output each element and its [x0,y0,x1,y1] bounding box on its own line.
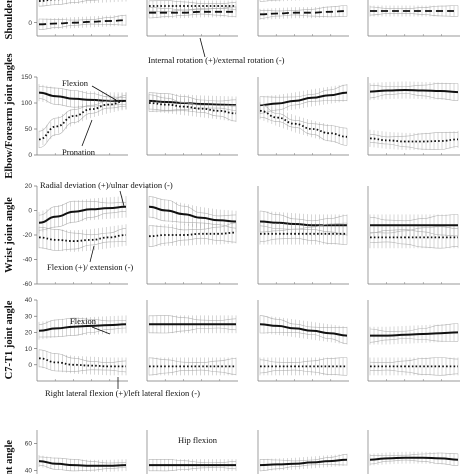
y-tick-label: 0 [28,152,32,159]
annotation-label: Flexion [62,78,89,88]
y-tick-label: 50 [25,126,33,133]
panel-shoulder-3 [257,0,349,37]
panel-wrist-3 [257,186,349,285]
row-ylabel: Elbow/Forearm joint angles [4,53,15,178]
y-tick-label: 0 [28,362,32,369]
panel-shoulder-1 [36,0,128,37]
series-solid [38,460,127,467]
annotation-label: Flexion (+)/ extension (-) [47,262,133,272]
row-wrist: Wrist joint angle -60 -40 -20 0 20 Radial devi… [4,180,460,288]
annotation-pointer [89,245,95,263]
y-tick-label: 40 [25,297,33,304]
y-tick-label: 20 [25,330,33,337]
y-tick-label: 40 [25,468,33,474]
rows-layer: Shoulder joi 0 Internal rotation (+)/exter… [4,0,460,474]
series-solid [369,456,459,461]
y-tick-label: 0 [28,208,32,215]
annotation-label: Radial deviation (+)/ulnar deviation (-) [40,180,173,190]
annotation-label: Hip flexion [178,435,218,445]
series-solid [369,88,459,94]
y-tick-label: 10 [25,346,33,353]
panel-wrist-2 [146,186,238,285]
panel-hip-1 [36,430,127,474]
series-solid [259,458,348,467]
y-tick-label: 20 [25,183,33,190]
y-tick-label: -20 [23,232,33,239]
series-dotted [38,357,126,368]
series-solid [38,205,127,224]
row-ylabel: Shoulder joi [4,0,15,39]
y-tick-label: 100 [21,100,32,107]
series-solid [148,205,237,223]
panel-wrist-4 [367,186,460,285]
y-tick-label: -40 [23,257,33,264]
annotation-pointer [119,190,125,207]
y-tick-label: -60 [23,281,33,288]
panel-hip-2 [146,430,237,474]
panel-elbow-2 [146,77,238,156]
series-solid [259,91,348,107]
annotation-pointer [91,85,117,101]
panel-hip-3 [257,430,348,474]
row-ylabel: C7-T1 joint angle [4,300,15,379]
row-elbow: Elbow/Forearm joint angles 0 50 100 150 Flexi… [4,53,460,179]
annotation-label: Internal rotation (+)/external rotation … [148,55,285,65]
series-solid [38,323,127,332]
annotation-pointer [91,326,111,335]
series-dashed [149,10,236,14]
panel-shoulder-4 [367,0,460,37]
panel-c7t1-1 [36,300,128,382]
series-dotted [259,109,348,138]
series-solid [259,323,348,337]
row-shoulder: Shoulder joi 0 Internal rotation (+)/exter… [4,0,460,65]
series-dashed [259,10,348,16]
series-dotted [369,137,459,143]
annotation-label: Pronation [62,147,96,157]
subject-trace [259,0,283,2]
row-c7t1: C7-T1 joint angle 0 10 20 30 40 Flexion Right l… [4,297,460,398]
annotation-pointer [81,119,93,147]
row-ylabel: oint angle [4,440,15,474]
panel-c7t1-4 [367,300,460,382]
row-hip: oint angle 40 60 Hip flexion [4,430,459,474]
series-dotted [148,231,237,238]
y-tick-label: 0 [28,20,32,27]
panel-elbow-1 [36,77,128,156]
panel-hip-4 [367,430,459,474]
annotation-label: Flexion [70,316,97,326]
y-tick-label: 150 [21,74,32,81]
row-ylabel: Wrist joint angle [4,197,15,273]
y-tick-label: 60 [25,441,33,448]
series-dotted [38,234,127,243]
annotation-pointer [199,37,206,58]
panel-shoulder-2 [146,0,238,37]
series-solid [369,331,459,337]
series-dashed [38,19,127,26]
annotation-label: Right lateral flexion (+)/left lateral f… [45,388,200,398]
panel-wrist-1 [36,186,128,285]
panel-elbow-4 [367,77,460,156]
panel-c7t1-3 [257,300,349,382]
panel-elbow-3 [257,77,349,156]
series-dotted [38,100,127,141]
series-dotted [148,102,237,115]
y-tick-label: 30 [25,313,33,320]
panel-c7t1-2 [146,300,238,382]
